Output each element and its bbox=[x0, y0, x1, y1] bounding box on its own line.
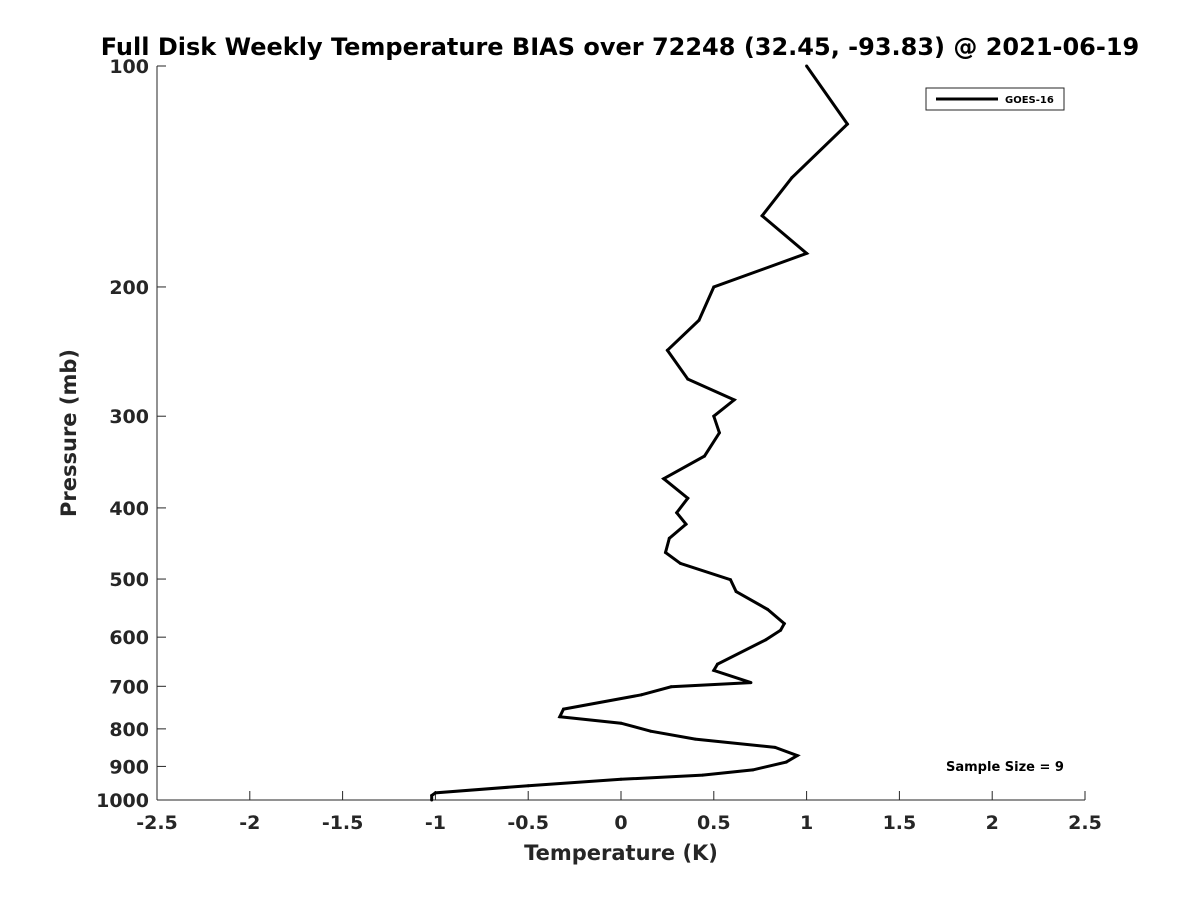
series-point bbox=[805, 64, 809, 68]
series-point bbox=[717, 431, 721, 435]
series-point bbox=[790, 176, 794, 180]
series-point bbox=[675, 511, 679, 515]
x-axis-label: Temperature (K) bbox=[524, 841, 718, 865]
series-point bbox=[729, 578, 732, 582]
legend-label-goes-16: GOES-16 bbox=[1005, 95, 1054, 106]
series-point bbox=[664, 551, 667, 554]
series-point bbox=[805, 251, 809, 255]
series-point bbox=[526, 784, 530, 788]
series-layer bbox=[430, 64, 850, 802]
series-point bbox=[649, 729, 653, 733]
series-point bbox=[562, 707, 565, 711]
chart-title: Full Disk Weekly Temperature BIAS over 7… bbox=[101, 33, 1140, 61]
series-point bbox=[773, 745, 777, 749]
series-point bbox=[764, 638, 768, 642]
series-point bbox=[667, 536, 671, 540]
series-point bbox=[430, 798, 434, 802]
y-tick-label: 800 bbox=[109, 719, 149, 741]
series-point bbox=[430, 794, 434, 797]
series-point bbox=[678, 561, 682, 565]
series-point bbox=[732, 398, 736, 402]
x-tick-label: 0.5 bbox=[697, 812, 731, 834]
y-tick-label: 700 bbox=[109, 676, 149, 698]
x-tick-label: 1.5 bbox=[883, 812, 917, 834]
series-point bbox=[669, 685, 673, 689]
x-axis-ticks: -2.5 -2 -1.5 -1 -0.5 0 0.5 1 1.5 2 2.5 bbox=[136, 791, 1102, 834]
series-point bbox=[784, 760, 788, 764]
y-tick-label: 900 bbox=[109, 756, 149, 778]
series-point bbox=[684, 522, 688, 526]
series-line-goes-16 bbox=[430, 65, 850, 800]
x-tick-label: -0.5 bbox=[507, 812, 549, 834]
x-tick-label: 2.5 bbox=[1068, 812, 1102, 834]
series-point bbox=[712, 285, 716, 289]
series-point bbox=[712, 414, 716, 418]
y-tick-label: 100 bbox=[109, 56, 149, 78]
series-point bbox=[619, 777, 623, 781]
series-point bbox=[782, 622, 786, 626]
series-point bbox=[619, 721, 623, 725]
series-point bbox=[697, 318, 701, 322]
series-point bbox=[712, 668, 716, 672]
series-point bbox=[845, 122, 849, 126]
series-point bbox=[779, 628, 783, 632]
series-point bbox=[433, 791, 437, 795]
plot-area bbox=[157, 66, 1085, 800]
series-point bbox=[701, 773, 705, 777]
series-point bbox=[751, 768, 755, 772]
x-tick-label: 1 bbox=[800, 812, 813, 834]
y-tick-label: 400 bbox=[109, 498, 149, 520]
series-point bbox=[716, 662, 719, 666]
series-point bbox=[686, 496, 690, 500]
y-tick-label: 500 bbox=[109, 569, 149, 591]
series-point bbox=[703, 454, 706, 458]
sample-size-annotation: Sample Size = 9 bbox=[946, 760, 1064, 775]
x-tick-label: -2 bbox=[239, 812, 260, 834]
x-tick-label: 2 bbox=[986, 812, 999, 834]
series-point bbox=[686, 377, 690, 381]
y-tick-label: 1000 bbox=[96, 790, 149, 812]
series-point bbox=[749, 681, 753, 685]
legend: GOES-16 bbox=[925, 87, 1065, 111]
series-point bbox=[662, 477, 666, 481]
y-tick-label: 300 bbox=[109, 406, 149, 428]
y-axis-label: Pressure (mb) bbox=[57, 349, 81, 517]
series-point bbox=[639, 693, 643, 697]
y-axis-ticks: 100 200 300 400 500 600 700 800 900 1000 bbox=[96, 56, 166, 812]
x-tick-label: -1.5 bbox=[322, 812, 364, 834]
y-tick-label: 200 bbox=[109, 277, 149, 299]
series-point bbox=[734, 590, 738, 593]
x-tick-label: 0 bbox=[614, 812, 627, 834]
series-point bbox=[795, 754, 799, 758]
y-tick-label: 600 bbox=[109, 627, 149, 649]
x-tick-label: -2.5 bbox=[136, 812, 178, 834]
x-tick-label: -1 bbox=[425, 812, 446, 834]
series-point bbox=[693, 737, 697, 741]
series-point bbox=[760, 214, 764, 218]
series-point bbox=[558, 715, 562, 719]
series-point bbox=[665, 348, 669, 352]
series-point bbox=[766, 607, 770, 611]
plot-axes bbox=[156, 66, 1085, 801]
